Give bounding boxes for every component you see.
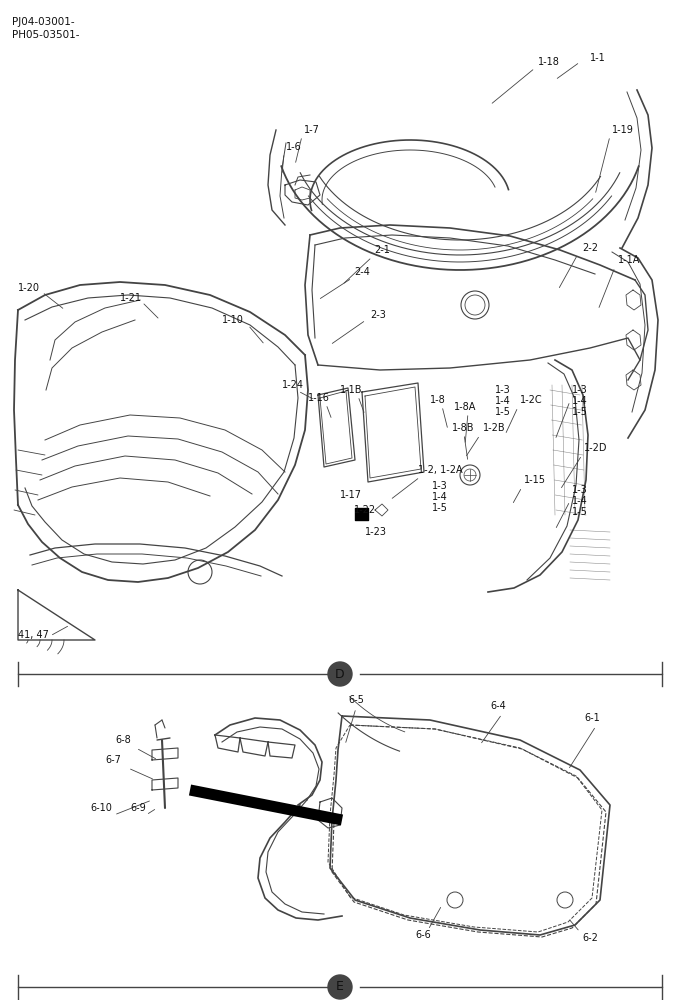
Text: 2-1: 2-1 bbox=[374, 245, 390, 255]
Text: 1-2C: 1-2C bbox=[520, 395, 543, 405]
Text: 1-4: 1-4 bbox=[432, 492, 447, 502]
Text: 6-2: 6-2 bbox=[582, 933, 598, 943]
Text: 1-3: 1-3 bbox=[432, 481, 447, 491]
Text: 1-16: 1-16 bbox=[308, 393, 330, 403]
Text: 6-7: 6-7 bbox=[105, 755, 121, 765]
Text: 1-1B: 1-1B bbox=[340, 385, 362, 395]
Text: 1-8B: 1-8B bbox=[452, 423, 475, 433]
Text: 1-3: 1-3 bbox=[572, 485, 588, 495]
Text: 1-2B: 1-2B bbox=[483, 423, 506, 433]
Text: 1-17: 1-17 bbox=[340, 490, 362, 500]
Text: 1-6: 1-6 bbox=[286, 142, 302, 152]
Circle shape bbox=[328, 662, 352, 686]
Circle shape bbox=[328, 975, 352, 999]
Text: 1-2, 1-2A: 1-2, 1-2A bbox=[418, 465, 462, 475]
Text: 1-5: 1-5 bbox=[432, 503, 448, 513]
Text: 1-18: 1-18 bbox=[538, 57, 560, 67]
Text: PH05-03501-: PH05-03501- bbox=[12, 30, 80, 40]
Text: 1-4: 1-4 bbox=[572, 496, 588, 506]
Text: 1-8: 1-8 bbox=[430, 395, 446, 405]
Text: 1-5: 1-5 bbox=[572, 507, 588, 517]
Text: 1-19: 1-19 bbox=[612, 125, 634, 135]
Text: 2-2: 2-2 bbox=[582, 243, 598, 253]
Text: 1-23: 1-23 bbox=[365, 527, 387, 537]
Text: 1-22: 1-22 bbox=[354, 505, 376, 515]
Text: 2-4: 2-4 bbox=[354, 267, 370, 277]
Text: 1-8A: 1-8A bbox=[454, 402, 477, 412]
Text: 1-5: 1-5 bbox=[572, 407, 588, 417]
Text: 1-4: 1-4 bbox=[572, 396, 588, 406]
Text: E: E bbox=[336, 980, 344, 994]
Text: 6-9: 6-9 bbox=[130, 803, 146, 813]
Text: 1-4: 1-4 bbox=[495, 396, 511, 406]
Text: 41, 47: 41, 47 bbox=[18, 630, 49, 640]
Text: 6-10: 6-10 bbox=[90, 803, 112, 813]
Text: 1-3: 1-3 bbox=[495, 385, 511, 395]
Text: 6-5: 6-5 bbox=[348, 695, 364, 705]
Text: 1-24: 1-24 bbox=[282, 380, 304, 390]
Text: 1-3: 1-3 bbox=[572, 385, 588, 395]
Text: 6-6: 6-6 bbox=[415, 930, 430, 940]
Text: 1-7: 1-7 bbox=[304, 125, 320, 135]
Text: 1-1: 1-1 bbox=[590, 53, 606, 63]
Text: 6-8: 6-8 bbox=[115, 735, 131, 745]
Text: D: D bbox=[335, 668, 345, 680]
Text: 1-1A: 1-1A bbox=[618, 255, 641, 265]
Text: 2-3: 2-3 bbox=[370, 310, 386, 320]
Text: 1-2D: 1-2D bbox=[584, 443, 607, 453]
Text: 1-21: 1-21 bbox=[120, 293, 142, 303]
Text: 1-15: 1-15 bbox=[524, 475, 546, 485]
Text: 6-1: 6-1 bbox=[584, 713, 600, 723]
Text: 1-20: 1-20 bbox=[18, 283, 40, 293]
Text: 1-10: 1-10 bbox=[222, 315, 244, 325]
Text: 6-4: 6-4 bbox=[490, 701, 506, 711]
Text: PJ04-03001-: PJ04-03001- bbox=[12, 17, 75, 27]
Text: 1-5: 1-5 bbox=[495, 407, 511, 417]
